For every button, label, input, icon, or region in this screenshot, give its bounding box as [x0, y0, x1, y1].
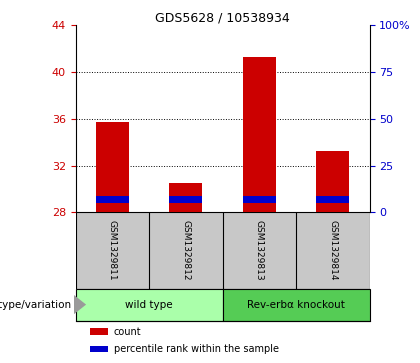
Bar [243, 196, 276, 203]
Bar [90, 329, 108, 335]
Text: GSM1329814: GSM1329814 [328, 220, 337, 281]
Text: GSM1329812: GSM1329812 [181, 220, 190, 281]
Text: wild type: wild type [125, 299, 173, 310]
Bar [316, 151, 349, 212]
Text: GSM1329813: GSM1329813 [255, 220, 264, 281]
Text: Rev-erbα knockout: Rev-erbα knockout [247, 299, 345, 310]
Bar [223, 289, 370, 321]
Title: GDS5628 / 10538934: GDS5628 / 10538934 [155, 11, 290, 24]
Bar [243, 57, 276, 212]
Bar [169, 183, 202, 212]
Bar [316, 196, 349, 203]
Text: GSM1329811: GSM1329811 [108, 220, 117, 281]
Bar [96, 122, 129, 212]
Bar [76, 289, 223, 321]
Text: count: count [114, 327, 142, 337]
Text: genotype/variation: genotype/variation [0, 299, 71, 310]
Polygon shape [74, 295, 86, 315]
Bar [90, 346, 108, 352]
Text: percentile rank within the sample: percentile rank within the sample [114, 344, 279, 354]
Bar [96, 196, 129, 203]
Bar [169, 196, 202, 203]
